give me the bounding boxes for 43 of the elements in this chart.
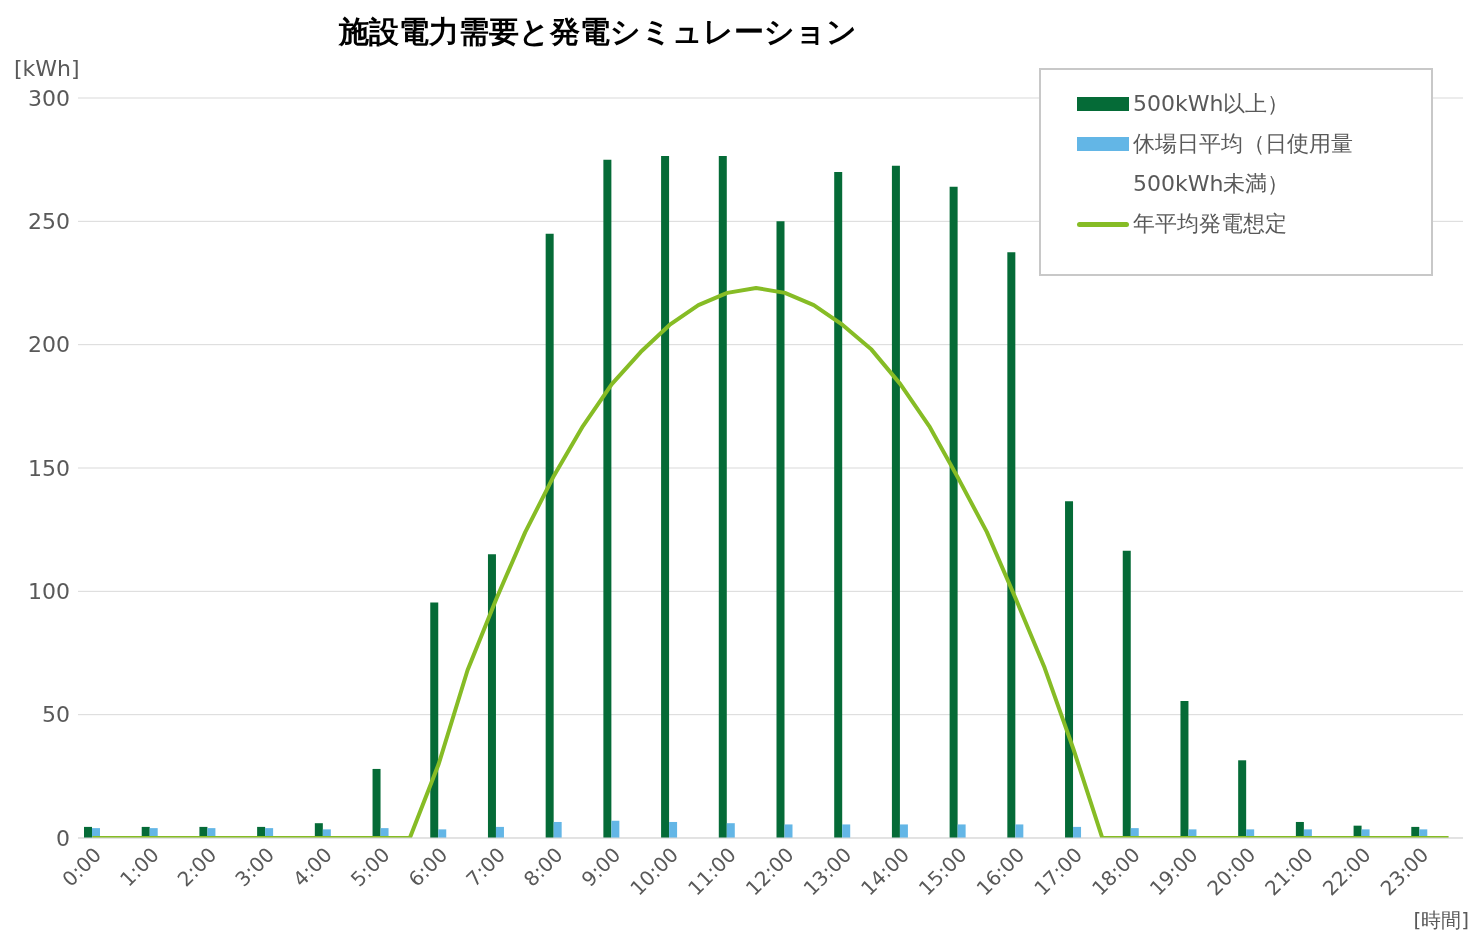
- bar: [949, 186, 958, 838]
- bar: [1015, 824, 1024, 838]
- y-tick-label: 200: [28, 332, 70, 358]
- bar: [545, 233, 554, 838]
- bar: [669, 821, 678, 838]
- bar: [372, 768, 381, 838]
- bar: [661, 155, 670, 838]
- bar: [1065, 501, 1074, 838]
- legend-label: 休場日平均（日使用量500kWh未満）: [1133, 130, 1354, 198]
- bar: [430, 602, 439, 838]
- bar: [1007, 252, 1016, 838]
- bar: [1238, 760, 1247, 838]
- bar: [726, 823, 735, 838]
- y-tick-label: 300: [28, 85, 70, 111]
- bar: [438, 829, 447, 838]
- bar: [603, 159, 612, 838]
- bar: [495, 826, 504, 838]
- bar: [899, 824, 908, 838]
- y-tick-label: 250: [28, 209, 70, 235]
- line-series: [90, 285, 1451, 838]
- chart-title: 施設電力需要と発電シミュレーション: [337, 13, 858, 51]
- bar: [487, 554, 496, 838]
- y-tick-label: 100: [28, 579, 70, 605]
- bar: [834, 172, 843, 838]
- bar: [553, 821, 562, 838]
- bar: [84, 826, 92, 838]
- bar: [718, 155, 727, 838]
- y-tick-label: 50: [42, 702, 70, 728]
- y-axis-title: [kWh]: [14, 56, 80, 81]
- bar: [957, 824, 966, 838]
- bar: [1180, 701, 1189, 838]
- bar: [1122, 550, 1131, 838]
- x-axis-title: [時間]: [1413, 907, 1469, 934]
- y-tick-label: 0: [56, 825, 70, 851]
- bar: [891, 165, 900, 838]
- bar: [842, 824, 851, 838]
- bar: [784, 824, 793, 838]
- bar: [776, 221, 785, 838]
- legend-label: 500kWh以上）: [1133, 90, 1290, 118]
- y-tick-label: 150: [28, 455, 70, 481]
- bar: [611, 820, 620, 838]
- legend-label: 年平均発電想定: [1133, 210, 1287, 238]
- bar: [1073, 826, 1082, 838]
